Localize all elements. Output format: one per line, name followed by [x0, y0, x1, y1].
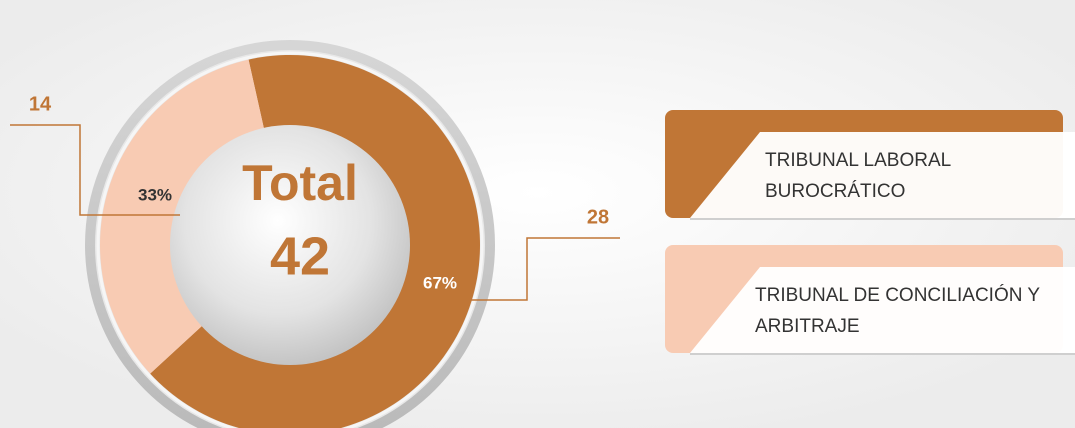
percent-label: 33%: [138, 185, 172, 204]
percent-label: 67%: [423, 273, 457, 292]
donut-slice: [100, 59, 265, 374]
leader-line: [410, 237, 620, 301]
value-label: 14: [29, 93, 52, 115]
leader-line: [10, 124, 180, 216]
value-label: 28: [587, 206, 609, 228]
donut-hole: [170, 125, 410, 365]
center-label: Total: [242, 155, 358, 211]
donut-slice: [150, 55, 480, 428]
center-total: 42: [270, 226, 330, 286]
legend-card: [690, 132, 1075, 218]
outer-ring-highlight: [96, 51, 484, 428]
legend-label: TRIBUNAL LABORAL BUROCRÁTICO: [765, 150, 951, 202]
legend-label: TRIBUNAL DE CONCILIACIÓN Y ARBITRAJE: [755, 285, 1040, 337]
legend-card: [690, 267, 1075, 353]
